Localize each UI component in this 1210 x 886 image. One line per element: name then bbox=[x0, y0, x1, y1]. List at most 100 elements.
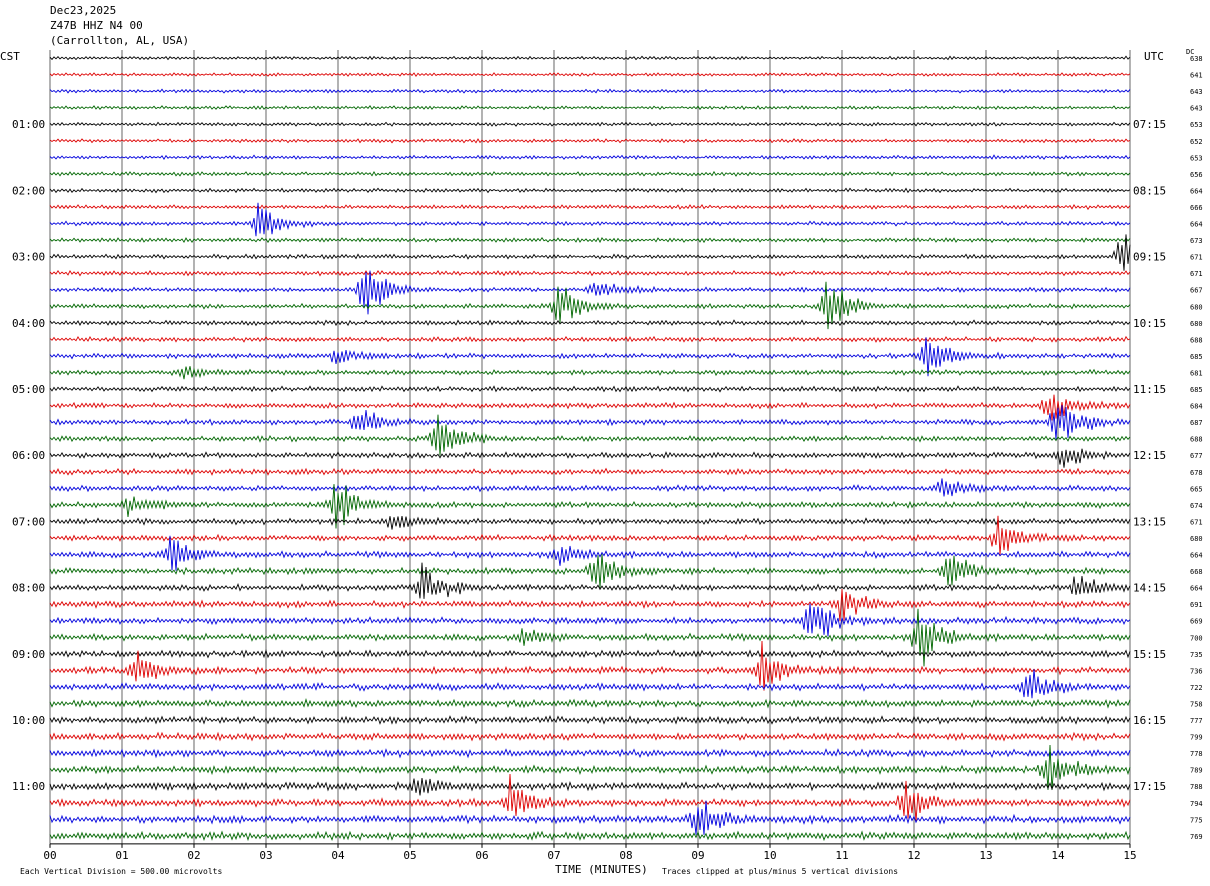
trace-line bbox=[49, 319, 1131, 327]
right-hour-label: 17:15 bbox=[1133, 780, 1166, 793]
left-hour-label: 10:00 bbox=[12, 714, 45, 727]
x-tick-label: 00 bbox=[43, 849, 56, 862]
trace-line bbox=[49, 269, 1131, 277]
dc-offset-label: 688 bbox=[1190, 336, 1203, 344]
dc-offset-label: 652 bbox=[1190, 138, 1203, 146]
right-hour-label: 12:15 bbox=[1133, 449, 1166, 462]
trace-line bbox=[49, 467, 1131, 476]
date-label: Dec23,2025 bbox=[50, 4, 117, 17]
trace-line bbox=[49, 154, 1131, 160]
trace-line bbox=[49, 640, 1131, 691]
dc-offset-label: 775 bbox=[1190, 816, 1203, 824]
dc-offset-label: 638 bbox=[1190, 55, 1203, 63]
dc-label: DC bbox=[1186, 48, 1195, 56]
trace-line bbox=[49, 187, 1131, 194]
trace-line bbox=[49, 715, 1131, 725]
x-tick-label: 02 bbox=[187, 849, 200, 862]
x-tick-label: 14 bbox=[1051, 849, 1065, 862]
dc-offset-label: 668 bbox=[1190, 568, 1203, 576]
right-hour-label: 11:15 bbox=[1133, 383, 1166, 396]
trace-line bbox=[49, 138, 1131, 144]
dc-offset-label: 667 bbox=[1190, 287, 1203, 295]
x-tick-label: 11 bbox=[835, 849, 848, 862]
left-hour-label: 03:00 bbox=[12, 251, 45, 264]
trace-line bbox=[49, 478, 1131, 497]
dc-offset-label: 674 bbox=[1190, 502, 1203, 510]
trace-line bbox=[49, 516, 1131, 530]
dc-offset-label: 669 bbox=[1190, 618, 1203, 626]
trace-line bbox=[49, 588, 1131, 622]
trace-line bbox=[49, 608, 1131, 667]
trace-line bbox=[49, 88, 1131, 94]
trace-line bbox=[49, 800, 1131, 835]
dc-offset-label: 722 bbox=[1190, 684, 1203, 692]
dc-offset-label: 664 bbox=[1190, 221, 1203, 229]
trace-line bbox=[49, 414, 1131, 456]
dc-offset-label: 641 bbox=[1190, 72, 1203, 80]
dc-offset-label: 700 bbox=[1190, 634, 1203, 642]
trace-line bbox=[49, 603, 1131, 637]
dc-offset-label: 681 bbox=[1190, 369, 1203, 377]
dc-offset-label: 788 bbox=[1190, 783, 1203, 791]
left-hour-label: 11:00 bbox=[12, 780, 45, 793]
x-tick-label: 15 bbox=[1123, 849, 1136, 862]
trace-line bbox=[49, 55, 1131, 61]
dc-offset-label: 691 bbox=[1190, 601, 1203, 609]
trace-line bbox=[49, 554, 1131, 588]
trace-line bbox=[49, 121, 1131, 127]
dc-offset-label: 666 bbox=[1190, 204, 1203, 212]
left-hour-label: 02:00 bbox=[12, 184, 45, 197]
trace-line bbox=[49, 669, 1131, 699]
trace-line bbox=[49, 698, 1131, 709]
x-axis-title: TIME (MINUTES) bbox=[555, 863, 648, 876]
dc-offset-label: 735 bbox=[1190, 651, 1203, 659]
right-hour-label: 15:15 bbox=[1133, 648, 1166, 661]
dc-offset-label: 769 bbox=[1190, 833, 1203, 841]
x-tick-label: 12 bbox=[907, 849, 920, 862]
dc-offset-label: 688 bbox=[1190, 436, 1203, 444]
trace-line bbox=[49, 234, 1131, 271]
left-timezone-label: CST bbox=[0, 50, 20, 63]
trace-line bbox=[49, 744, 1131, 790]
trace-line bbox=[49, 337, 1131, 377]
trace-line bbox=[49, 385, 1131, 393]
right-hour-label: 10:15 bbox=[1133, 317, 1166, 330]
trace-line bbox=[49, 562, 1131, 599]
trace-line bbox=[49, 105, 1131, 111]
dc-offset-label: 685 bbox=[1190, 386, 1203, 394]
scale-note: Each Vertical Division = 500.00 microvol… bbox=[20, 867, 223, 876]
trace-line bbox=[49, 535, 1131, 571]
x-tick-label: 03 bbox=[259, 849, 272, 862]
dc-offset-label: 789 bbox=[1190, 767, 1203, 775]
dc-offset-label: 671 bbox=[1190, 518, 1203, 526]
dc-offset-label: 643 bbox=[1190, 105, 1203, 113]
trace-line bbox=[49, 202, 1131, 237]
trace-line bbox=[49, 335, 1131, 343]
trace-line bbox=[49, 648, 1131, 659]
right-hour-label: 16:15 bbox=[1133, 714, 1166, 727]
right-hour-label: 13:15 bbox=[1133, 515, 1166, 528]
clip-note: Traces clipped at plus/minus 5 vertical … bbox=[662, 867, 899, 876]
dc-offset-label: 653 bbox=[1190, 121, 1203, 129]
dc-offset-label: 777 bbox=[1190, 717, 1203, 725]
x-tick-label: 04 bbox=[331, 849, 345, 862]
dc-offset-label: 794 bbox=[1190, 800, 1203, 808]
trace-line bbox=[49, 170, 1131, 177]
dc-offset-label: 680 bbox=[1190, 535, 1203, 543]
trace-line bbox=[49, 778, 1131, 796]
dc-offset-label: 778 bbox=[1190, 750, 1203, 758]
trace-line bbox=[49, 405, 1131, 440]
trace-line bbox=[49, 203, 1131, 211]
dc-offset-label: 680 bbox=[1190, 320, 1203, 328]
dc-offset-label: 684 bbox=[1190, 403, 1203, 411]
left-hour-label: 01:00 bbox=[12, 118, 45, 131]
trace-line bbox=[49, 515, 1131, 555]
dc-offset-label: 685 bbox=[1190, 353, 1203, 361]
station-label: Z47B HHZ N4 00 bbox=[50, 19, 143, 32]
left-hour-label: 04:00 bbox=[12, 317, 45, 330]
dc-offset-label: 665 bbox=[1190, 485, 1203, 493]
left-hour-label: 06:00 bbox=[12, 449, 45, 462]
right-hour-label: 14:15 bbox=[1133, 582, 1166, 595]
dc-offset-label: 799 bbox=[1190, 734, 1203, 742]
